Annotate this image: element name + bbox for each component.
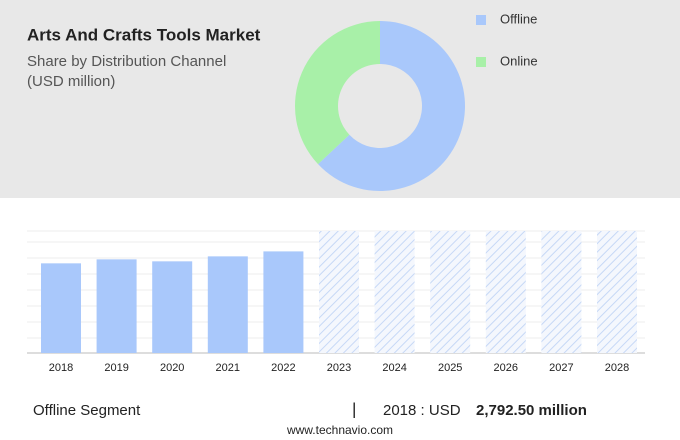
bar: [152, 261, 193, 353]
forecast-bar: [374, 231, 415, 353]
x-tick-label: 2020: [160, 362, 184, 374]
forecast-bar: [485, 231, 526, 353]
x-tick-label: 2025: [438, 362, 462, 374]
separator: |: [352, 399, 356, 418]
bar: [207, 256, 248, 353]
donut-slice: [295, 21, 380, 165]
x-tick-label: 2018: [49, 362, 73, 374]
x-tick-label: 2022: [271, 362, 295, 374]
source: www.technavio.com: [286, 423, 393, 437]
forecast-bar: [319, 231, 359, 353]
value-label: 2,792.50 million: [476, 402, 587, 419]
x-tick-label: 2026: [494, 362, 518, 374]
x-tick-label: 2019: [104, 362, 128, 374]
bar: [41, 263, 81, 353]
x-tick-label: 2024: [382, 362, 406, 374]
legend-label: Offline: [500, 11, 537, 26]
chart-title: Arts And Crafts Tools Market: [27, 25, 261, 44]
legend-swatch: [476, 57, 486, 67]
donut-slice: [318, 21, 466, 191]
x-tick-label: 2028: [605, 362, 629, 374]
legend-label: Online: [500, 53, 538, 68]
segment-label: Offline Segment: [33, 402, 141, 419]
bar: [96, 259, 137, 353]
forecast-bar: [430, 231, 471, 353]
bar: [263, 251, 304, 353]
subtitle: Share by Distribution Channel: [27, 53, 226, 70]
x-tick-label: 2023: [327, 362, 351, 374]
x-tick-label: 2027: [549, 362, 573, 374]
x-tick-label: 2021: [216, 362, 240, 374]
subtitle: (USD million): [27, 73, 115, 90]
forecast-bar: [597, 231, 637, 353]
year-label: 2018 : USD: [383, 402, 461, 419]
legend-swatch: [476, 15, 486, 25]
forecast-bar: [541, 231, 582, 353]
